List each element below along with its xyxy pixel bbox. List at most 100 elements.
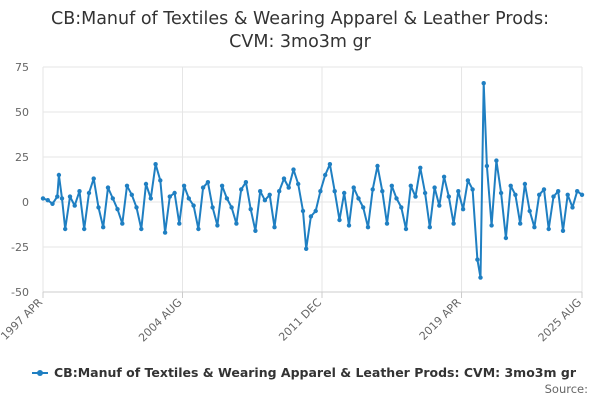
data-point[interactable]: [541, 187, 547, 192]
data-point[interactable]: [532, 225, 537, 230]
data-point[interactable]: [120, 221, 125, 226]
data-point[interactable]: [560, 228, 566, 233]
data-point[interactable]: [45, 198, 50, 203]
data-point[interactable]: [351, 185, 356, 190]
data-point[interactable]: [196, 226, 201, 232]
data-point[interactable]: [177, 221, 182, 226]
data-point[interactable]: [489, 223, 494, 228]
data-point[interactable]: [465, 178, 471, 183]
data-point[interactable]: [513, 192, 518, 197]
data-point[interactable]: [286, 185, 291, 190]
data-point[interactable]: [522, 181, 528, 187]
data-point[interactable]: [210, 205, 215, 210]
data-point[interactable]: [361, 205, 366, 210]
data-point[interactable]: [143, 181, 149, 187]
data-point[interactable]: [478, 275, 483, 280]
data-point[interactable]: [460, 207, 466, 212]
data-point[interactable]: [300, 208, 306, 214]
data-point[interactable]: [115, 207, 120, 212]
data-point[interactable]: [446, 194, 451, 199]
data-point[interactable]: [342, 190, 347, 196]
data-point[interactable]: [267, 192, 272, 197]
data-point[interactable]: [365, 225, 371, 230]
data-point[interactable]: [91, 176, 96, 181]
data-point[interactable]: [243, 180, 249, 185]
data-point[interactable]: [403, 226, 409, 232]
data-point[interactable]: [332, 189, 337, 194]
data-point[interactable]: [134, 205, 139, 210]
data-point[interactable]: [234, 221, 239, 226]
data-point[interactable]: [82, 226, 87, 232]
data-point[interactable]: [205, 180, 211, 185]
data-point[interactable]: [503, 235, 509, 241]
data-point[interactable]: [153, 162, 158, 167]
data-point[interactable]: [40, 196, 46, 201]
data-point[interactable]: [129, 192, 134, 197]
data-point[interactable]: [101, 225, 106, 230]
legend[interactable]: CB:Manuf of Textiles & Wearing Apparel &…: [32, 365, 576, 380]
data-point[interactable]: [62, 226, 68, 232]
data-point[interactable]: [356, 196, 361, 201]
data-point[interactable]: [337, 217, 342, 223]
data-point[interactable]: [380, 189, 385, 194]
data-point[interactable]: [148, 196, 153, 201]
data-point[interactable]: [158, 178, 163, 183]
data-point[interactable]: [124, 183, 130, 188]
data-point[interactable]: [399, 205, 404, 210]
data-point[interactable]: [186, 196, 191, 201]
data-point[interactable]: [258, 189, 263, 194]
data-point[interactable]: [291, 167, 296, 172]
data-point[interactable]: [67, 194, 73, 199]
data-point[interactable]: [546, 226, 551, 232]
data-point[interactable]: [162, 230, 168, 235]
data-point[interactable]: [418, 165, 423, 170]
data-point[interactable]: [224, 196, 230, 201]
data-point[interactable]: [432, 185, 437, 190]
data-point[interactable]: [77, 189, 82, 194]
data-point[interactable]: [579, 192, 585, 197]
data-point[interactable]: [441, 174, 447, 179]
data-point[interactable]: [346, 223, 352, 228]
data-point[interactable]: [272, 225, 277, 230]
data-point[interactable]: [191, 203, 196, 208]
data-point[interactable]: [181, 183, 187, 188]
data-point[interactable]: [277, 189, 282, 194]
data-point[interactable]: [556, 189, 561, 194]
data-point[interactable]: [484, 163, 490, 169]
data-point[interactable]: [172, 190, 177, 196]
data-point[interactable]: [304, 246, 309, 251]
data-point[interactable]: [394, 196, 399, 201]
data-point[interactable]: [248, 207, 253, 212]
data-point[interactable]: [229, 205, 234, 210]
data-point[interactable]: [551, 194, 556, 199]
data-point[interactable]: [56, 172, 62, 178]
data-point[interactable]: [105, 185, 111, 190]
data-point[interactable]: [327, 162, 333, 167]
data-point[interactable]: [565, 192, 570, 197]
data-point[interactable]: [456, 189, 461, 194]
data-point[interactable]: [427, 225, 432, 230]
data-point[interactable]: [72, 203, 77, 208]
data-point[interactable]: [281, 176, 287, 181]
data-point[interactable]: [323, 172, 328, 178]
data-point[interactable]: [219, 183, 225, 188]
data-point[interactable]: [475, 257, 480, 262]
data-point[interactable]: [139, 226, 144, 232]
data-point[interactable]: [308, 214, 314, 219]
data-point[interactable]: [518, 221, 523, 226]
data-point[interactable]: [96, 205, 101, 210]
data-point[interactable]: [537, 192, 542, 197]
data-point[interactable]: [451, 221, 456, 226]
data-point[interactable]: [575, 189, 580, 194]
series-group[interactable]: [40, 81, 585, 280]
data-point[interactable]: [422, 190, 428, 196]
data-point[interactable]: [494, 158, 499, 163]
data-point[interactable]: [318, 189, 323, 194]
data-point[interactable]: [437, 203, 442, 208]
data-point[interactable]: [508, 183, 513, 188]
data-point[interactable]: [413, 194, 418, 199]
data-point[interactable]: [59, 196, 65, 201]
data-point[interactable]: [498, 190, 504, 196]
data-point[interactable]: [375, 163, 380, 169]
data-point[interactable]: [408, 183, 413, 188]
